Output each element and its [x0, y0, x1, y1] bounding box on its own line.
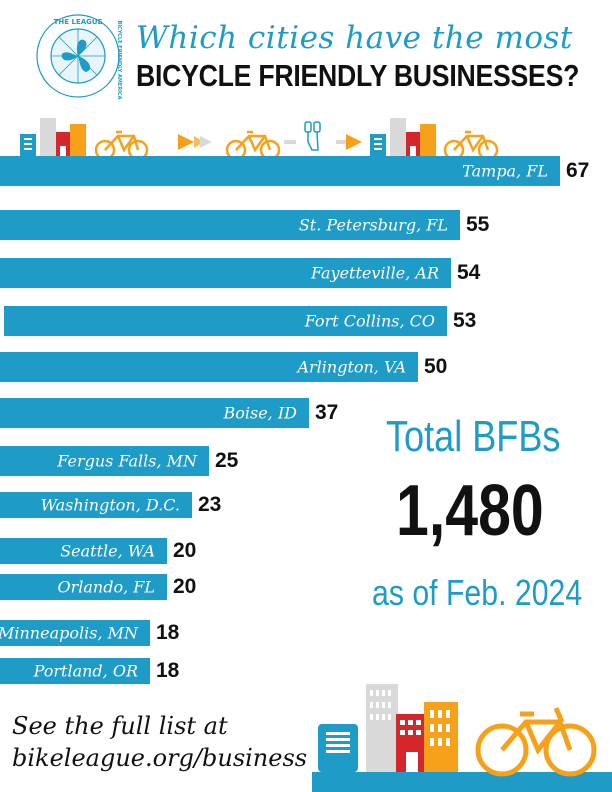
bar-value-label: 23	[198, 493, 222, 516]
bar: St. Petersburg, FL 55	[0, 210, 489, 240]
svg-text:BICYCLE FRIENDLY AMERICA: BICYCLE FRIENDLY AMERICA	[116, 21, 122, 100]
bar: Fergus Falls, MN 25	[0, 446, 238, 476]
bar-value-label: 18	[156, 621, 180, 644]
building-icon	[318, 684, 458, 772]
bar-category-label: Minneapolis, MN	[0, 623, 138, 643]
bar: Fort Collins, CO 53	[4, 306, 476, 336]
bar-category-label: Fergus Falls, MN	[57, 451, 197, 471]
bar: Fayetteville, AR 54	[0, 258, 480, 288]
bar-category-label: Tampa, FL	[462, 161, 548, 181]
logo-lettering: THE LEAGUE BICYCLE FRIENDLY AMERICA	[54, 18, 122, 100]
bar-value-label: 18	[156, 659, 180, 682]
total-bfbs-value: 1,480	[396, 471, 544, 551]
league-logo-icon: THE LEAGUE BICYCLE FRIENDLY AMERICA	[36, 14, 122, 100]
bar-value-label: 25	[215, 449, 239, 472]
bar: Boise, ID 37	[0, 398, 338, 428]
arrow-icon	[178, 134, 212, 150]
bar-category-label: Washington, D.C.	[40, 495, 180, 515]
bar-value-label: 54	[457, 261, 481, 284]
bar-value-label: 20	[173, 539, 197, 562]
bar: Washington, D.C. 23	[0, 492, 221, 518]
traffic-signal-icon	[284, 121, 321, 151]
bicycle-icon	[94, 130, 149, 161]
building-icon	[20, 118, 86, 158]
total-bfbs-label: Total BFBs	[386, 412, 561, 461]
bicycle-icon	[475, 707, 597, 777]
bar-value-label: 53	[453, 309, 477, 332]
bottom-city-scene	[312, 684, 612, 792]
bar-value-label: 37	[315, 401, 339, 424]
bar-category-label: Boise, ID	[223, 403, 297, 423]
bar-value-label: 67	[566, 159, 590, 182]
bar: Orlando, FL 20	[0, 574, 196, 600]
bar-category-label: Orlando, FL	[57, 577, 156, 597]
bar-value-label: 20	[173, 575, 197, 598]
bar-category-label: Seattle, WA	[60, 541, 155, 561]
bar: Arlington, VA 50	[0, 352, 447, 382]
arrow-icon	[336, 134, 362, 150]
title-line1: Which cities have the most	[136, 20, 573, 56]
bar-category-label: Portland, OR	[33, 661, 138, 681]
bar: Portland, OR 18	[0, 658, 179, 684]
bar: Seattle, WA 20	[0, 538, 196, 564]
bar: Tampa, FL 67	[0, 156, 589, 186]
footer-text: See the full list at	[12, 712, 228, 740]
building-icon	[370, 118, 436, 158]
bar-category-label: St. Petersburg, FL	[298, 215, 448, 235]
bar-value-label: 55	[466, 213, 490, 236]
footer-link[interactable]: bikeleague.org/business	[12, 744, 308, 772]
bar-value-label: 50	[424, 355, 448, 378]
bar-category-label: Arlington, VA	[297, 357, 406, 377]
title-line2: BICYCLE FRIENDLY BUSINESSES?	[136, 58, 580, 93]
bar: Minneapolis, MN 18	[0, 620, 179, 646]
bar-category-label: Fayetteville, AR	[310, 263, 439, 283]
bar-category-label: Fort Collins, CO	[304, 311, 435, 331]
svg-text:THE LEAGUE: THE LEAGUE	[54, 18, 103, 26]
as-of-date: as of Feb. 2024	[372, 572, 583, 613]
